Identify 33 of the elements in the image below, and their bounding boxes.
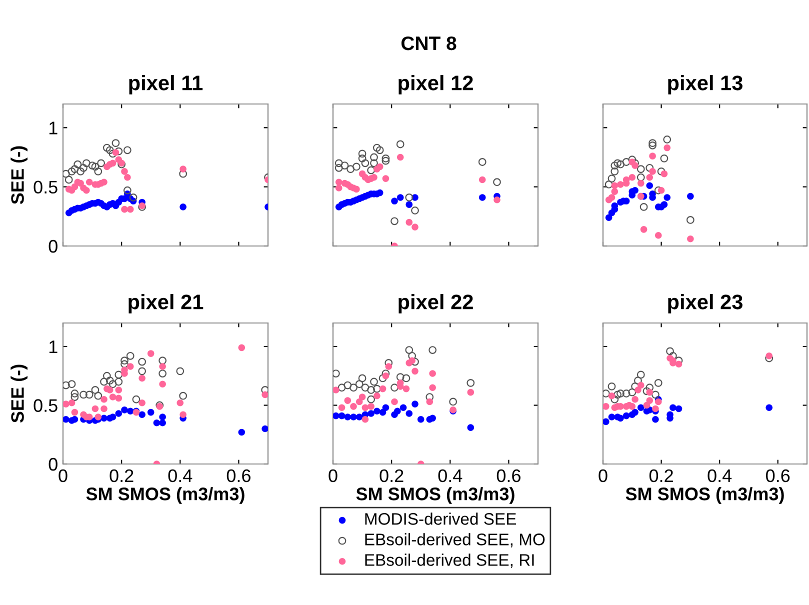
x-tick-label: 0.6 xyxy=(226,469,250,482)
y-tick-label: 0.5 xyxy=(34,180,58,194)
legend-label: MODIS-derived SEE xyxy=(365,512,516,525)
x-tick-label: 0.4 xyxy=(168,469,192,482)
x-axis-title: SM SMOS (m3/m3) xyxy=(86,487,244,504)
x-axis-title: SM SMOS (m3/m3) xyxy=(356,487,514,504)
chart-title: pixel 22 xyxy=(398,294,473,314)
chart-title: pixel 12 xyxy=(398,75,473,94)
y-axis-title: SEE (-) xyxy=(10,146,28,204)
y-tick-label: 1 xyxy=(49,122,58,134)
x-tick-label: 0 xyxy=(328,469,338,482)
y-tick-label: 0 xyxy=(48,458,58,471)
x-tick-label: 0.6 xyxy=(496,469,520,482)
chart-title: pixel 11 xyxy=(129,75,203,94)
legend-label: EBsoil-derived SEE, MO xyxy=(365,533,545,548)
y-tick-label: 0 xyxy=(48,240,58,253)
x-tick-label: 0.2 xyxy=(380,469,404,482)
x-tick-label: 0.4 xyxy=(438,469,462,482)
x-tick-label: 0.2 xyxy=(110,469,134,482)
legend-label: EBsoil-derived SEE, RI xyxy=(365,554,534,568)
text: CNT 8 xyxy=(401,36,456,50)
x-tick-label: 0.6 xyxy=(766,469,790,482)
x-tick-label: 0 xyxy=(598,469,608,482)
y-tick-label: 1 xyxy=(49,340,58,354)
y-axis-title: SEE (-) xyxy=(10,364,28,423)
chart-title: pixel 13 xyxy=(668,75,742,94)
x-tick-label: 0 xyxy=(58,469,68,482)
chart-title: pixel 23 xyxy=(668,294,742,314)
chart-title: pixel 21 xyxy=(128,294,204,314)
x-tick-label: 0.4 xyxy=(708,469,732,482)
y-tick-label: 0.5 xyxy=(34,399,58,412)
x-axis-title: SM SMOS (m3/m3) xyxy=(626,487,784,504)
x-tick-label: 0.2 xyxy=(649,469,673,482)
